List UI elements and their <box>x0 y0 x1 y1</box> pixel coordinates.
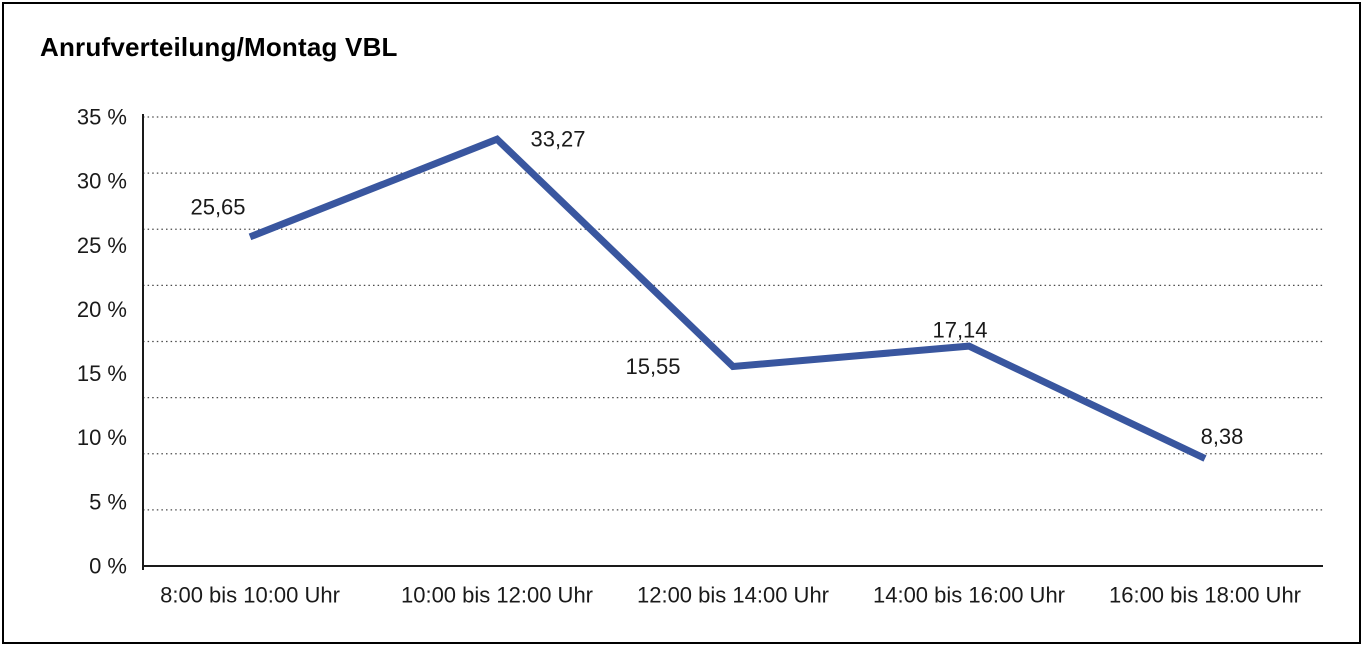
line-chart: 35 % 30 % 25 % 20 % 15 % 10 % 5 % 0 % 8:00 bis 1… <box>77 105 1323 608</box>
x-axis-category-label: 16:00 bis 18:00 Uhr <box>1109 583 1301 608</box>
x-axis-category-label: 14:00 bis 16:00 Uhr <box>873 583 1065 608</box>
y-axis-tick-label: 10 % <box>77 425 127 450</box>
y-axis-tick-label: 0 % <box>89 554 127 579</box>
y-axis-tick-label: 35 % <box>77 105 127 130</box>
y-axis-tick-label: 15 % <box>77 361 127 386</box>
data-point-label: 17,14 <box>932 318 987 343</box>
y-axis-tick-label: 5 % <box>89 489 127 514</box>
x-axis-category-label: 12:00 bis 14:00 Uhr <box>637 583 829 608</box>
data-point-label: 8,38 <box>1201 424 1244 449</box>
x-axis-category-label: 10:00 bis 12:00 Uhr <box>401 583 593 608</box>
y-axis-tick-label: 20 % <box>77 297 127 322</box>
data-point-label: 33,27 <box>530 127 585 152</box>
data-point-label: 15,55 <box>625 354 680 379</box>
chart-title: Anrufverteilung/Montag VBL <box>40 32 398 62</box>
y-axis-tick-label: 25 % <box>77 233 127 258</box>
data-point-label: 25,65 <box>190 194 245 219</box>
data-series-line <box>248 135 1207 462</box>
x-axis-category-label: 8:00 bis 10:00 Uhr <box>160 583 340 608</box>
y-axis-tick-label: 30 % <box>77 169 127 194</box>
